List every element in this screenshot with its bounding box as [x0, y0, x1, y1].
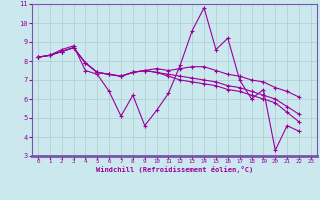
X-axis label: Windchill (Refroidissement éolien,°C): Windchill (Refroidissement éolien,°C): [96, 166, 253, 173]
